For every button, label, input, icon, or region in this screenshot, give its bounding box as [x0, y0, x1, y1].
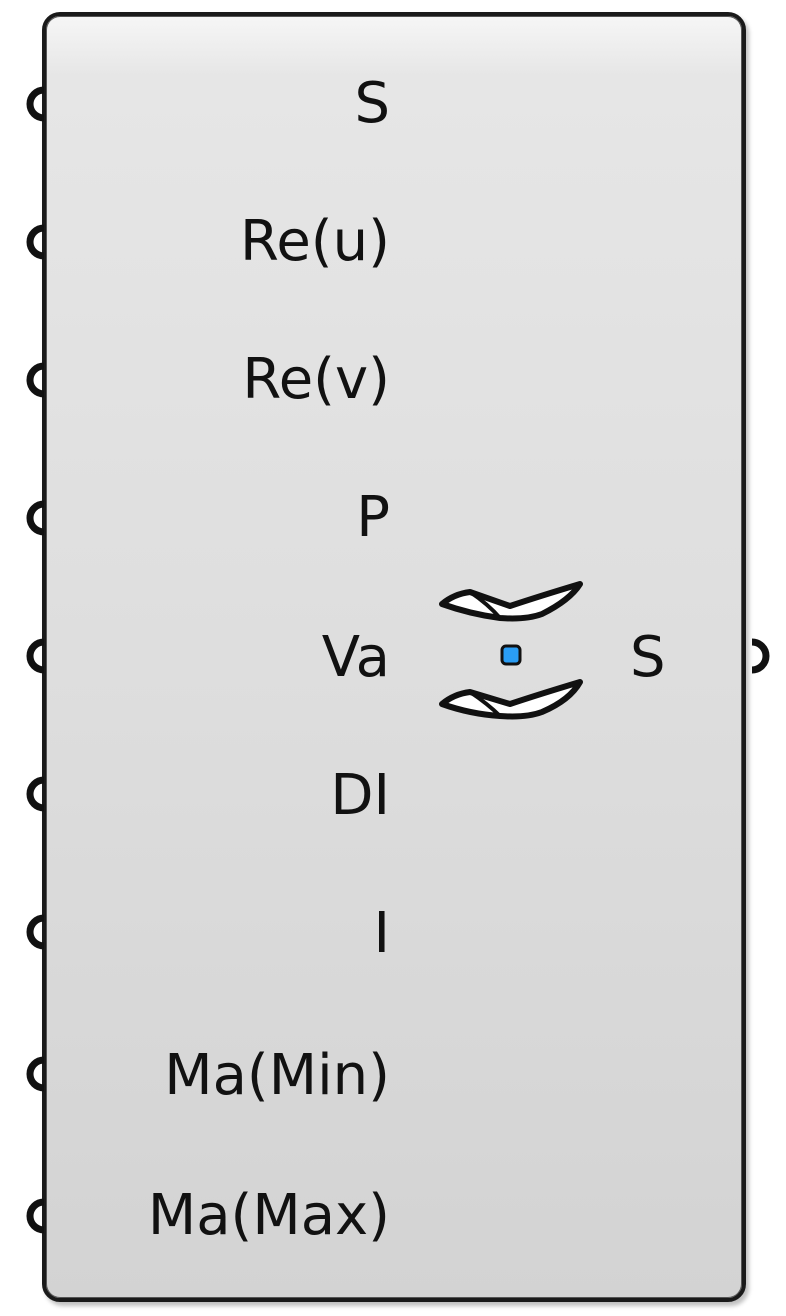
input-label-p: P	[356, 485, 390, 550]
input-label-va: Va	[321, 625, 390, 690]
grip-icon	[26, 362, 45, 398]
input-grip-re-u[interactable]	[14, 222, 54, 262]
output-label-s: S	[630, 625, 666, 690]
input-label-ma-min: Ma(Min)	[164, 1043, 390, 1108]
input-label-re-v: Re(v)	[242, 347, 390, 412]
grip-icon	[751, 638, 770, 674]
input-label-re-u: Re(u)	[239, 209, 390, 274]
input-grip-di[interactable]	[14, 774, 54, 814]
input-label-i: I	[373, 901, 390, 966]
input-label-ma-max: Ma(Max)	[147, 1183, 390, 1248]
input-grip-va[interactable]	[14, 636, 54, 676]
input-grip-ma-max[interactable]	[14, 1196, 54, 1236]
grip-icon	[26, 224, 45, 260]
surface-rebuild-icon	[430, 578, 590, 738]
input-label-di: DI	[330, 763, 390, 828]
input-grip-s[interactable]	[14, 84, 54, 124]
input-grip-re-v[interactable]	[14, 360, 54, 400]
grip-icon	[26, 638, 45, 674]
grip-icon	[26, 86, 45, 122]
grip-icon	[26, 500, 45, 536]
input-label-s: S	[354, 71, 390, 136]
input-grip-i[interactable]	[14, 912, 54, 952]
input-grip-ma-min[interactable]	[14, 1054, 54, 1094]
grip-icon	[26, 1198, 45, 1234]
component-body[interactable]	[42, 12, 746, 1302]
input-grip-p[interactable]	[14, 498, 54, 538]
grip-icon	[26, 914, 45, 950]
grip-icon	[26, 776, 45, 812]
grip-icon	[26, 1056, 45, 1092]
output-grip-s[interactable]	[746, 636, 786, 676]
